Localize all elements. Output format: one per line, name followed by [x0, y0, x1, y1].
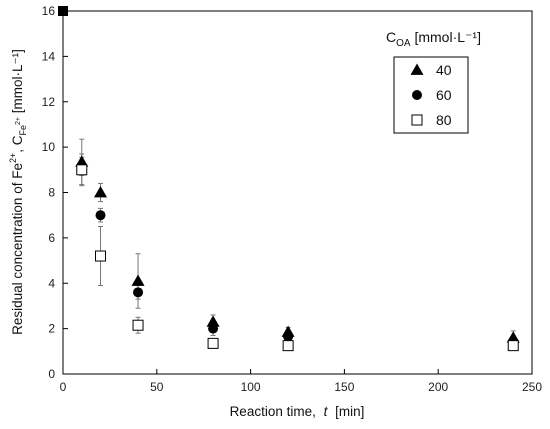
x-axis-ticks: 0 50 100 150 200 250	[60, 369, 542, 394]
legend-title-subscript: OA	[396, 38, 411, 49]
y-axis-ticks: 0 2 4 6 8 10 12 14 16	[42, 4, 68, 381]
data-point-series-80	[207, 337, 219, 349]
data-marks	[58, 6, 520, 352]
x-tick-label: 0	[60, 380, 67, 394]
data-point-series-60	[133, 287, 144, 298]
legend-title-main: C	[386, 29, 396, 45]
y-axis-label-subscript-superscript: 2+	[15, 117, 22, 125]
x-axis-label-text: Reaction time,	[230, 404, 316, 419]
legend-items: 40 60 80	[410, 62, 452, 128]
x-tick-label: 100	[241, 380, 261, 394]
legend-marker-80	[411, 114, 423, 126]
y-axis-label-middle: , C	[10, 135, 25, 153]
legend-title-unit: [mmol·L⁻¹]	[411, 29, 481, 45]
x-axis-label: Reaction time, t [min]	[230, 404, 365, 419]
legend-title: COA [mmol·L⁻¹]	[386, 29, 481, 49]
y-axis-label-subscript: Fe	[18, 125, 28, 136]
y-tick-label: 16	[42, 4, 56, 18]
legend-marker-40	[410, 63, 424, 75]
data-point-series-40	[131, 274, 145, 286]
y-tick-label: 6	[48, 231, 55, 245]
data-point-series-40	[94, 186, 108, 198]
x-tick-label: 150	[334, 380, 354, 394]
legend: COA [mmol·L⁻¹] 40 60 80	[386, 29, 481, 134]
x-axis-label-variable: t	[324, 404, 329, 419]
data-point-series-80	[76, 164, 88, 176]
y-tick-label: 4	[48, 276, 55, 290]
data-point-series-80	[132, 319, 144, 331]
y-axis-label-prefix: Residual concentration of Fe	[10, 163, 25, 335]
data-point-series-80	[507, 340, 519, 352]
legend-marker-60	[412, 90, 422, 100]
data-point-series-40	[206, 315, 220, 327]
data-point-series-60	[283, 331, 294, 342]
data-point-series-60	[95, 210, 106, 221]
y-axis-label-unit: [mmol·L⁻¹]	[10, 49, 25, 117]
legend-box	[393, 56, 469, 134]
x-tick-label: 50	[150, 380, 164, 394]
data-point-series-80	[95, 250, 107, 262]
y-tick-label: 2	[48, 322, 55, 336]
legend-label-80: 80	[436, 112, 452, 128]
x-tick-label: 200	[428, 380, 448, 394]
y-tick-label: 10	[42, 140, 56, 154]
y-tick-label: 12	[42, 95, 56, 109]
x-tick-label: 250	[522, 380, 542, 394]
y-tick-label: 8	[48, 186, 55, 200]
y-tick-label: 0	[48, 367, 55, 381]
legend-label-60: 60	[436, 87, 452, 103]
data-point-series-80	[282, 340, 294, 352]
x-axis-label-unit: [min]	[335, 404, 364, 419]
y-axis-label-superscript: 2+	[8, 153, 18, 163]
y-axis-label: Residual concentration of Fe2+, CFe2+ [m…	[8, 49, 28, 335]
y-tick-label: 14	[42, 49, 56, 63]
initial-data-point	[58, 6, 68, 16]
data-point-series-60	[208, 323, 219, 334]
legend-label-40: 40	[436, 62, 452, 78]
